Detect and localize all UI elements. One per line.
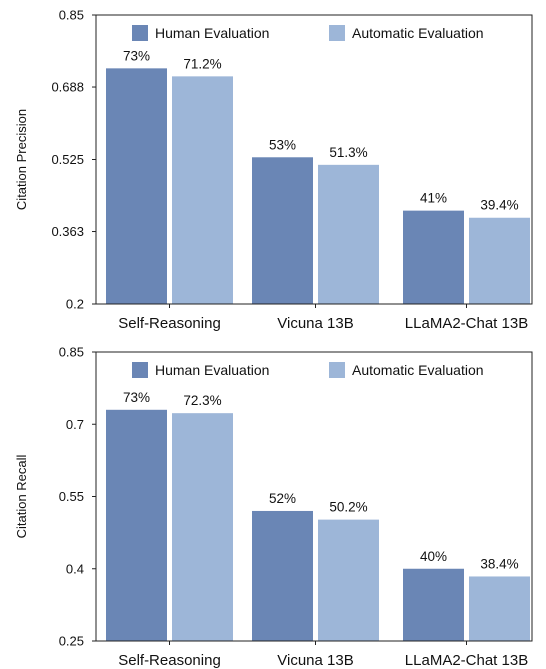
bar-human-1 <box>106 68 167 304</box>
x-category-label: Self-Reasoning <box>118 652 221 669</box>
bar-value-label: 73% <box>123 48 150 63</box>
y-tick-label: 0.688 <box>51 80 84 95</box>
bar-value-label: 52% <box>269 491 296 506</box>
x-category-label: Self-Reasoning <box>118 315 221 332</box>
bar-value-label: 51.3% <box>329 145 367 160</box>
bar-value-label: 41% <box>420 191 447 206</box>
y-tick-label: 0.7 <box>66 417 84 432</box>
bar-human-3 <box>403 210 464 304</box>
x-category-label: LLaMA2-Chat 13B <box>405 652 528 669</box>
bar-automatic-2 <box>318 164 379 304</box>
bar-human-2 <box>252 157 313 304</box>
bar-automatic-1 <box>172 413 233 641</box>
y-tick-label: 0.2 <box>66 297 84 312</box>
bar-automatic-3 <box>469 576 530 641</box>
bar-value-label: 72.3% <box>183 393 221 408</box>
chart-panel-1: 73% 53% 41% 71.2% 51.3% 39.4% 0.2 0.363 0.525 0.6… <box>14 8 533 332</box>
legend-label: Automatic Evaluation <box>352 362 484 378</box>
bar-automatic-1 <box>172 76 233 304</box>
legend-label: Human Evaluation <box>155 25 269 41</box>
y-tick-label: 0.25 <box>59 634 84 649</box>
legend-swatch <box>132 362 148 378</box>
y-tick-label: 0.525 <box>51 152 84 167</box>
y-tick-label: 0.85 <box>59 8 84 23</box>
legend-swatch <box>132 25 148 41</box>
bar-human-2 <box>252 510 313 641</box>
legend-swatch <box>329 362 345 378</box>
x-category-label: LLaMA2-Chat 13B <box>405 315 528 332</box>
bar-human-1 <box>106 409 167 641</box>
y-axis-label: Citation Precision <box>14 109 29 210</box>
chart-panel-2: 73% 52% 40% 72.3% 50.2% 38.4% 0.25 0.4 0.55 0.7 0.… <box>14 345 533 669</box>
x-category-label: Vicuna 13B <box>277 315 353 332</box>
x-category-label: Vicuna 13B <box>277 652 353 669</box>
bar-value-label: 38.4% <box>480 556 518 571</box>
y-tick-label: 0.363 <box>51 224 84 239</box>
bar-automatic-2 <box>318 519 379 641</box>
y-axis-label: Citation Recall <box>14 454 29 538</box>
y-tick-label: 0.85 <box>59 345 84 360</box>
legend-swatch <box>329 25 345 41</box>
legend-label: Human Evaluation <box>155 362 269 378</box>
bar-value-label: 50.2% <box>329 500 367 515</box>
bar-automatic-3 <box>469 217 530 304</box>
legend-label: Automatic Evaluation <box>352 25 484 41</box>
bar-value-label: 53% <box>269 137 296 152</box>
bar-human-3 <box>403 568 464 641</box>
bar-value-label: 40% <box>420 549 447 564</box>
bar-value-label: 73% <box>123 390 150 405</box>
bar-value-label: 39.4% <box>480 198 518 213</box>
y-tick-label: 0.4 <box>66 561 84 576</box>
bar-value-label: 71.2% <box>183 56 221 71</box>
y-tick-label: 0.55 <box>59 489 84 504</box>
